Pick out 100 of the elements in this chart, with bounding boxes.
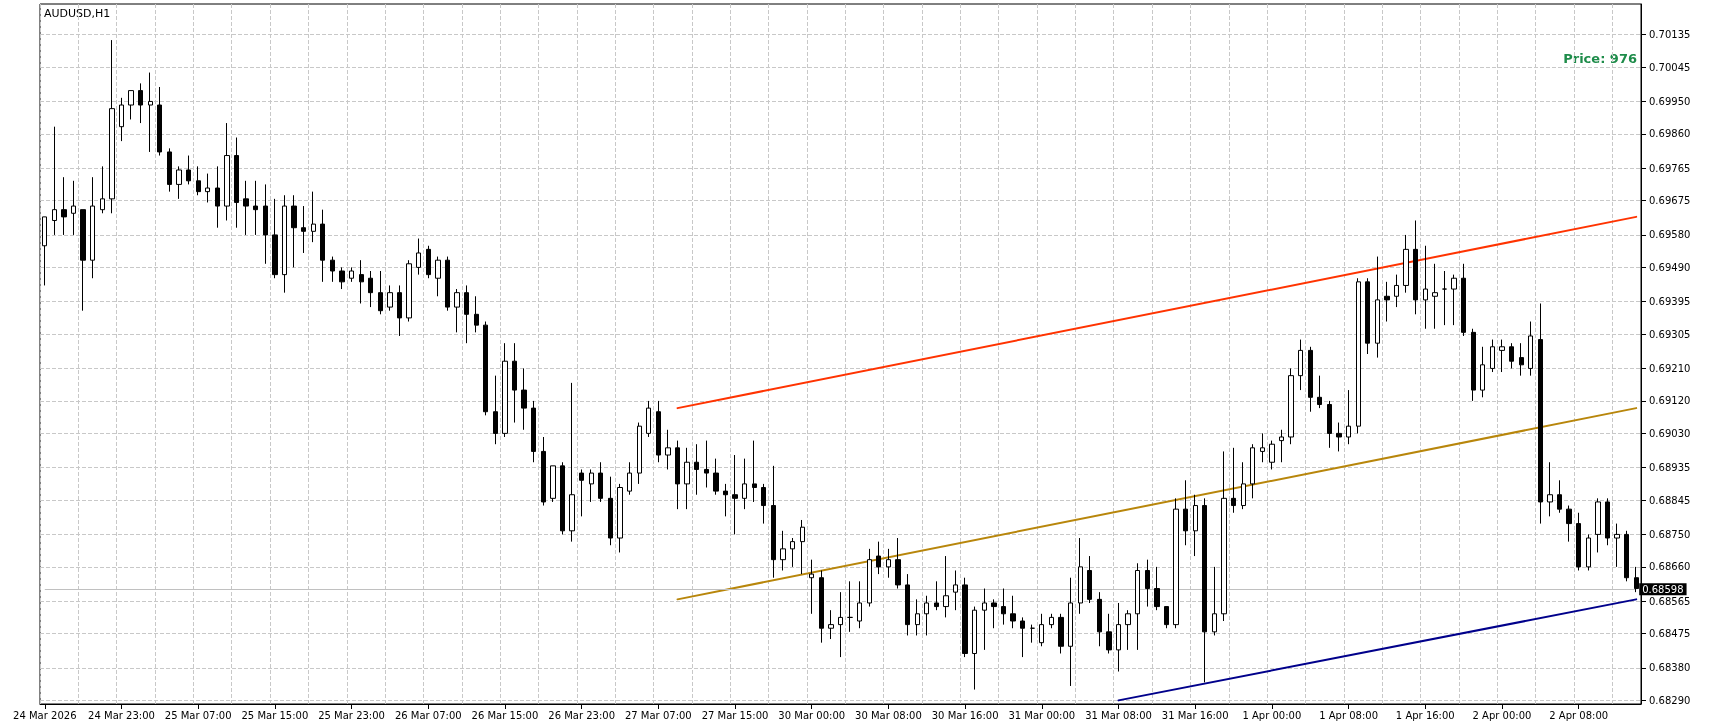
candlestick: [176, 165, 182, 200]
candlestick: [339, 266, 345, 290]
candlestick: [915, 598, 920, 636]
candlestick: [109, 39, 115, 214]
x-tick-label: 26 Mar 15:00: [471, 709, 539, 721]
candlestick: [800, 519, 805, 575]
candlestick: [1020, 616, 1025, 658]
candlestick: [953, 569, 958, 611]
y-tick-label: 0.68750: [1649, 528, 1691, 540]
candlestick: [1403, 234, 1409, 294]
candlestick: [1461, 263, 1466, 337]
candlestick: [483, 321, 488, 416]
candlestick: [569, 382, 575, 543]
x-tick-label: 27 Mar 15:00: [701, 709, 769, 721]
candlestick: [167, 147, 172, 193]
candlestick: [704, 440, 709, 489]
candlestick: [1528, 321, 1533, 377]
candlestick: [1154, 566, 1160, 611]
candlestick: [1614, 523, 1620, 568]
y-tick-label: 0.69675: [1649, 195, 1691, 207]
candlestick: [1269, 440, 1275, 470]
candlestick: [780, 530, 786, 571]
candlestick: [972, 606, 977, 691]
candlestick: [330, 256, 335, 283]
candlestick: [732, 454, 738, 535]
candlestick: [1605, 497, 1610, 546]
candlestick: [1001, 588, 1006, 626]
candlestick: [828, 609, 834, 640]
candlestick: [1135, 562, 1140, 651]
candlestick: [924, 595, 929, 636]
candlestick: [1193, 494, 1198, 557]
y-tick-label: 0.68660: [1649, 561, 1691, 573]
candlestick: [291, 194, 297, 268]
candlestick: [80, 209, 86, 312]
candlestick: [713, 458, 719, 496]
x-tick-label: 31 Mar 16:00: [1161, 709, 1229, 721]
candlestick: [560, 461, 565, 535]
x-tick-label: 31 Mar 08:00: [1085, 709, 1152, 721]
candlestick: [1499, 339, 1505, 373]
candlestick: [742, 458, 747, 510]
candlestick: [512, 342, 517, 424]
x-tick-label: 30 Mar 08:00: [855, 709, 922, 721]
candlestick: [349, 266, 354, 283]
candlestick: [684, 447, 690, 510]
candlestick: [90, 176, 95, 279]
candlestick: [694, 443, 699, 496]
x-tick-label: 1 Apr 16:00: [1395, 709, 1455, 721]
x-tick-label: 30 Mar 16:00: [931, 709, 999, 721]
candlestick: [71, 180, 76, 236]
candlestick: [1058, 613, 1064, 654]
y-tick-label: 0.68845: [1649, 494, 1691, 506]
candlestick: [665, 429, 671, 470]
candlestick: [205, 173, 210, 203]
y-tick-label: 0.70135: [1649, 29, 1691, 41]
candlestick: [320, 209, 325, 283]
candlestick: [1212, 566, 1217, 636]
candlestick: [426, 245, 431, 279]
candlestick: [263, 183, 268, 265]
x-tick-label: 31 Mar 00:00: [1008, 709, 1076, 721]
candlestick: [234, 137, 239, 229]
candlestick: [962, 577, 968, 658]
candlestick: [1125, 609, 1131, 651]
candlestick: [1288, 367, 1294, 445]
annotation: Price: 976: [1563, 51, 1637, 66]
candlestick: [1087, 555, 1092, 604]
candlestick: [1375, 256, 1380, 359]
candlestick: [1097, 591, 1102, 647]
candlestick: [1547, 461, 1553, 517]
candlestick: [1586, 533, 1591, 571]
x-tick-label: 1 Apr 00:00: [1242, 709, 1302, 721]
candlestick: [1432, 263, 1438, 330]
y-tick-label: 0.69210: [1649, 362, 1691, 374]
candlestick: [1384, 281, 1390, 323]
candlestick: [215, 165, 220, 229]
candlestick: [1145, 559, 1150, 608]
candlestick: [454, 288, 460, 333]
candlestick: [1317, 375, 1322, 409]
candlestick: [895, 537, 901, 590]
y-tick-label: 0.69765: [1649, 162, 1691, 174]
candlestick: [1423, 245, 1428, 330]
candlestick: [819, 569, 824, 644]
candlestick: [1308, 346, 1313, 413]
candlestick: [1451, 274, 1457, 326]
x-tick-label: 25 Mar 23:00: [318, 709, 385, 721]
y-tick-label: 0.69860: [1649, 128, 1691, 140]
y-tick-label: 0.69395: [1649, 296, 1691, 308]
y-tick-label: 0.68565: [1649, 595, 1691, 607]
y-tick-label: 0.68935: [1649, 462, 1691, 474]
candlestick: [1164, 606, 1169, 629]
candlestick: [1183, 479, 1188, 546]
x-tick-label: 1 Apr 08:00: [1319, 709, 1379, 721]
x-tick-label: 24 Mar 23:00: [88, 709, 155, 721]
candlestick: [521, 367, 527, 431]
candlestick: [771, 465, 776, 579]
y-tick-label: 0.69305: [1649, 328, 1691, 340]
candlestick: [1442, 270, 1447, 326]
candlestick: [52, 126, 57, 236]
candlestick: [406, 259, 412, 323]
candlestick: [42, 216, 47, 286]
candlestick: [531, 400, 536, 463]
